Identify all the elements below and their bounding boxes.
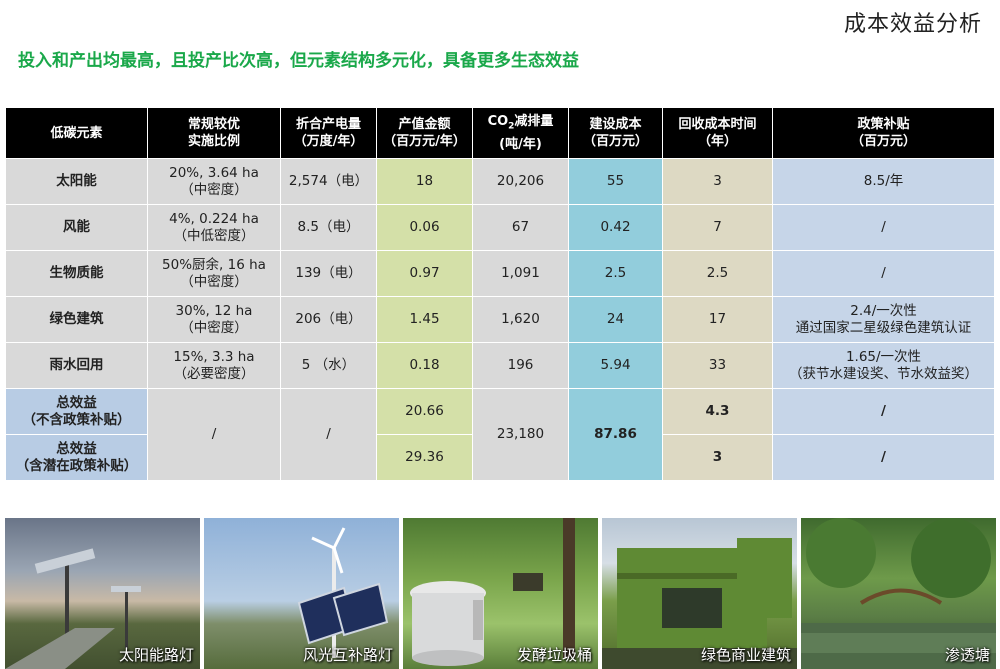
total-subsidy-without: /: [772, 388, 995, 435]
cell-co2: 20,206: [472, 158, 569, 205]
header-power: 折合产电量 （万度/年）: [280, 107, 377, 159]
total-row-with-subsidy: 总效益 （含潜在政策补贴） 29.36 3 /: [5, 434, 995, 481]
cell-value: 0.06: [376, 204, 473, 251]
cost-benefit-table: 低碳元素 常规较优 实施比例 折合产电量 （万度/年） 产值金额 （百万元/年） CO…: [5, 107, 995, 481]
infiltration-pond-illustration: [801, 518, 996, 669]
photo-compost-bin: 发酵垃圾桶: [403, 518, 598, 669]
cell-power: 2,574（电）: [280, 158, 377, 205]
photo-strip: 太阳能路灯 风光互补路灯 发酵垃圾桶 绿色: [5, 518, 998, 669]
cell-ratio: 20%, 3.64 ha （中密度）: [147, 158, 281, 205]
cell-payback: 33: [662, 342, 773, 389]
table-row: 生物质能 50%厨余, 16 ha （中密度） 139（电） 0.97 1,091…: [5, 250, 995, 297]
cell-value: 0.18: [376, 342, 473, 389]
cell-ratio: 4%, 0.224 ha （中低密度）: [147, 204, 281, 251]
total-payback-without-subsidy: 4.3: [662, 388, 773, 435]
page-title: 成本效益分析: [843, 12, 982, 37]
cell-cost: 5.94: [568, 342, 663, 389]
photo-caption: 发酵垃圾桶: [516, 646, 592, 664]
cell-element: 生物质能: [5, 250, 148, 297]
cell-payback: 17: [662, 296, 773, 343]
table-row: 风能 4%, 0.224 ha （中低密度） 8.5（电） 0.06 67 0.4…: [5, 204, 995, 251]
photo-caption: 太阳能路灯: [118, 646, 194, 664]
photo-infiltration-pond: 渗透塘: [801, 518, 996, 669]
cell-payback: 7: [662, 204, 773, 251]
cell-subsidy: 1.65/一次性 （获节水建设奖、节水效益奖）: [772, 342, 995, 389]
header-co2: CO2减排量 (吨/年): [472, 107, 569, 159]
table-row: 绿色建筑 30%, 12 ha （中密度） 206（电） 1.45 1,620 2…: [5, 296, 995, 343]
photo-solar-street-light: 太阳能路灯: [5, 518, 200, 669]
cell-element: 雨水回用: [5, 342, 148, 389]
total-label-without-subsidy: 总效益 （不含政策补贴）: [5, 388, 148, 435]
cell-power: 8.5（电）: [280, 204, 377, 251]
cell-subsidy: 8.5/年: [772, 158, 995, 205]
total-co2: 23,180: [472, 388, 569, 481]
cell-co2: 196: [472, 342, 569, 389]
table-row: 雨水回用 15%, 3.3 ha （必要密度） 5 （水） 0.18 196 5.…: [5, 342, 995, 389]
photo-caption: 绿色商业建筑: [700, 646, 791, 664]
total-subsidy-with: /: [772, 434, 995, 481]
header-cost: 建设成本 （百万元）: [568, 107, 663, 159]
cell-power: 139（电）: [280, 250, 377, 297]
green-building-illustration: [602, 538, 797, 669]
cell-element: 风能: [5, 204, 148, 251]
header-element: 低碳元素: [5, 107, 148, 159]
cell-subsidy: 2.4/一次性 通过国家二星级绿色建筑认证: [772, 296, 995, 343]
header-payback: 回收成本时间 （年）: [662, 107, 773, 159]
photo-caption: 风光互补路灯: [302, 646, 393, 664]
cell-ratio: 30%, 12 ha （中密度）: [147, 296, 281, 343]
cell-cost: 0.42: [568, 204, 663, 251]
total-payback-with-subsidy: 3: [662, 434, 773, 481]
cell-power: 206（电）: [280, 296, 377, 343]
cell-value: 18: [376, 158, 473, 205]
cell-co2: 1,620: [472, 296, 569, 343]
cell-element: 绿色建筑: [5, 296, 148, 343]
total-row-without-subsidy: 总效益 （不含政策补贴） / / 20.66 23,180 87.86 4.3 /: [5, 388, 995, 481]
header-subsidy: 政策补贴 （百万元）: [772, 107, 995, 159]
solar-street-light-illustration: [5, 548, 141, 669]
cell-value: 0.97: [376, 250, 473, 297]
cell-co2: 67: [472, 204, 569, 251]
cell-cost: 2.5: [568, 250, 663, 297]
photo-green-building: 绿色商业建筑: [602, 518, 797, 669]
cell-cost: 24: [568, 296, 663, 343]
photo-wind-solar-light: 风光互补路灯: [204, 518, 399, 669]
wind-solar-light-illustration: [297, 527, 389, 658]
cell-subsidy: /: [772, 250, 995, 297]
cell-value: 1.45: [376, 296, 473, 343]
cell-cost: 55: [568, 158, 663, 205]
photo-caption: 渗透塘: [944, 646, 990, 664]
cell-element: 太阳能: [5, 158, 148, 205]
total-cost: 87.86: [568, 388, 663, 481]
cell-ratio: 15%, 3.3 ha （必要密度）: [147, 342, 281, 389]
cell-power: 5 （水）: [280, 342, 377, 389]
total-ratio: /: [147, 388, 281, 481]
header-value: 产值金额 （百万元/年）: [376, 107, 473, 159]
compost-bin-illustration: [410, 518, 575, 666]
cell-payback: 3: [662, 158, 773, 205]
header-ratio: 常规较优 实施比例: [147, 107, 281, 159]
page-subtitle: 投入和产出均最高，且投产比次高，但元素结构多元化，具备更多生态效益: [18, 51, 579, 71]
cell-co2: 1,091: [472, 250, 569, 297]
total-power: /: [280, 388, 377, 481]
cell-payback: 2.5: [662, 250, 773, 297]
table-header-row: 低碳元素 常规较优 实施比例 折合产电量 （万度/年） 产值金额 （百万元/年） CO…: [5, 107, 995, 159]
total-value-with-subsidy: 29.36: [376, 434, 473, 481]
cell-subsidy: /: [772, 204, 995, 251]
table-row: 太阳能 20%, 3.64 ha （中密度） 2,574（电） 18 20,206…: [5, 158, 995, 205]
cell-ratio: 50%厨余, 16 ha （中密度）: [147, 250, 281, 297]
total-value-without-subsidy: 20.66: [376, 388, 473, 435]
total-label-with-subsidy: 总效益 （含潜在政策补贴）: [5, 434, 148, 481]
